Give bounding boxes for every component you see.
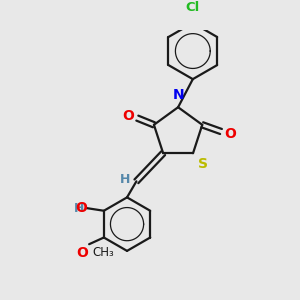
Text: N: N (172, 88, 184, 102)
Text: H: H (120, 173, 130, 186)
Text: O: O (76, 245, 88, 260)
Text: S: S (198, 157, 208, 171)
Text: O: O (224, 127, 236, 141)
Text: O: O (76, 201, 88, 215)
Text: O: O (122, 109, 134, 123)
Text: H: H (74, 202, 84, 214)
Text: CH₃: CH₃ (92, 245, 114, 259)
Text: Cl: Cl (186, 1, 200, 13)
